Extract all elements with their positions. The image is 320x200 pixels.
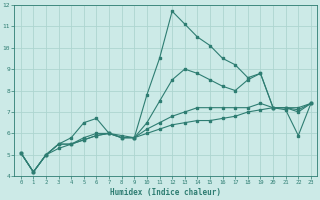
X-axis label: Humidex (Indice chaleur): Humidex (Indice chaleur)	[110, 188, 221, 197]
